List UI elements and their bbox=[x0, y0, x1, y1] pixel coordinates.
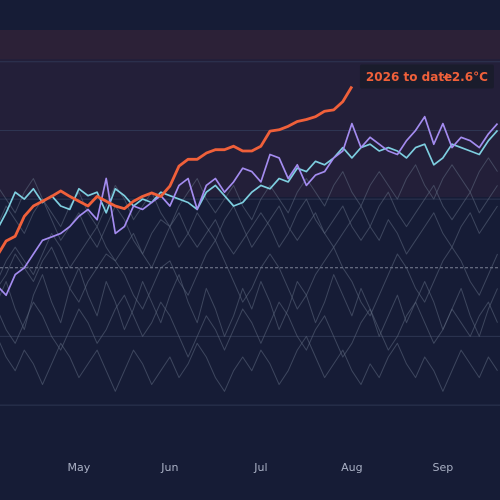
line-past-year bbox=[0, 198, 498, 255]
line-past-year bbox=[0, 184, 498, 276]
annotation-value: +2.6°C bbox=[442, 70, 488, 84]
annotation-label: 2026 to date bbox=[366, 70, 452, 84]
labels: May Jun Jul Aug Sep 2026 to date+2.6°C bbox=[68, 64, 494, 474]
x-tick-label: Jun bbox=[160, 461, 178, 474]
line-highlight bbox=[0, 129, 499, 227]
x-tick-label: Jul bbox=[253, 461, 267, 474]
x-tick-label: Sep bbox=[433, 461, 454, 474]
x-tick-label: May bbox=[68, 461, 91, 474]
line-past-year bbox=[0, 267, 498, 337]
annotation-box bbox=[359, 64, 494, 89]
band-extreme bbox=[0, 30, 500, 59]
x-tick-label: Aug bbox=[341, 461, 362, 474]
line-past-year bbox=[0, 239, 498, 317]
line-highlight bbox=[0, 115, 499, 297]
line-current-year bbox=[0, 85, 354, 254]
grid bbox=[0, 61, 500, 406]
lines bbox=[0, 85, 499, 392]
line-past-year bbox=[0, 157, 498, 228]
line-past-year bbox=[0, 335, 498, 392]
